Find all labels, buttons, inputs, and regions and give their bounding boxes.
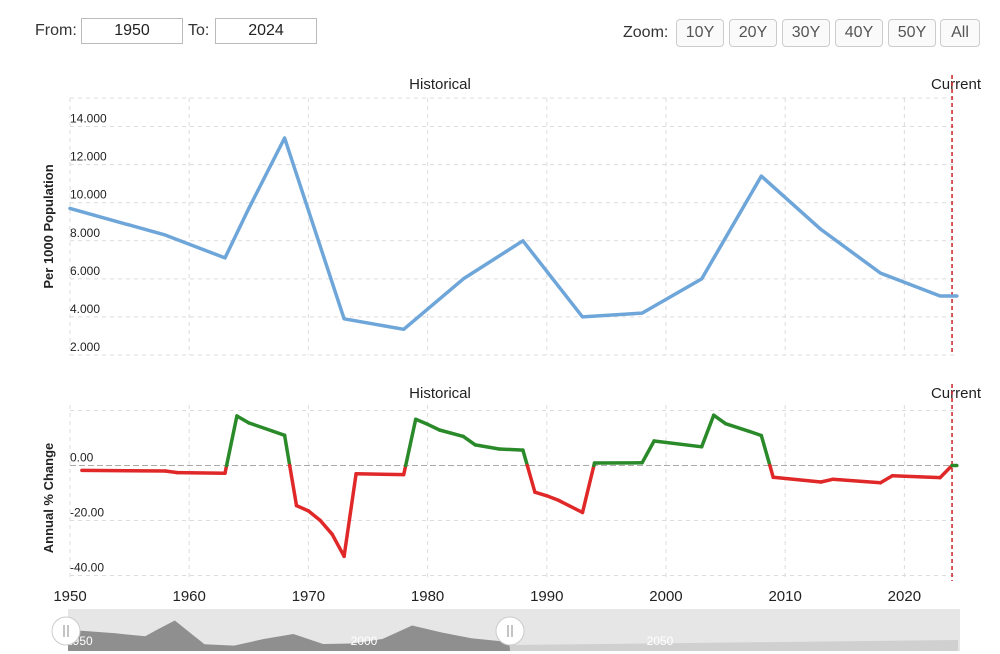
navigator-left-handle[interactable] bbox=[51, 616, 81, 646]
change-segment-negative bbox=[545, 494, 561, 503]
zoom-20y-button[interactable]: 20Y bbox=[729, 19, 777, 47]
change-segment-positive bbox=[235, 414, 251, 425]
historical-label-bottom: Historical bbox=[409, 385, 471, 402]
change-segment-positive bbox=[711, 413, 728, 426]
y-tick-label-top: 2.000 bbox=[70, 340, 100, 354]
zoom-50y-button[interactable]: 50Y bbox=[888, 19, 936, 47]
y-tick-label-bottom: 0.00 bbox=[70, 451, 94, 465]
change-segment-negative bbox=[342, 472, 358, 559]
x-tick-label: 2000 bbox=[649, 588, 682, 605]
y-tick-label-top: 8.000 bbox=[70, 226, 100, 240]
change-segment-negative bbox=[318, 518, 334, 537]
change-segment-negative bbox=[938, 463, 954, 480]
navigator-future-area bbox=[510, 640, 958, 651]
change-segment-negative bbox=[878, 473, 895, 485]
y-axis-title-bottom: Annual % Change bbox=[41, 443, 56, 554]
navigator-label: 2000 bbox=[351, 634, 378, 648]
change-segment-positive bbox=[640, 439, 656, 465]
change-segment-negative bbox=[819, 477, 835, 484]
grid-layer bbox=[69, 97, 958, 581]
historical-label-top: Historical bbox=[409, 76, 471, 93]
y-tick-label-top: 12.000 bbox=[70, 150, 107, 164]
series-layer bbox=[68, 136, 959, 559]
from-label: From: bbox=[35, 22, 77, 39]
change-segment-negative bbox=[768, 463, 775, 480]
y-tick-label-bottom: -20.00 bbox=[70, 506, 104, 520]
change-segment-negative bbox=[163, 469, 180, 475]
x-tick-label: 2010 bbox=[768, 588, 801, 605]
change-segment-positive bbox=[747, 429, 764, 438]
navigator-right-handle-knob bbox=[495, 616, 525, 646]
x-tick-label: 1950 bbox=[53, 588, 86, 605]
change-segment-positive bbox=[437, 428, 466, 439]
change-segment-positive bbox=[473, 443, 501, 451]
y-tick-label-bottom: -40.00 bbox=[70, 561, 104, 575]
navigator-right-handle[interactable] bbox=[495, 616, 525, 646]
change-segment-positive bbox=[247, 421, 275, 433]
change-segment-positive bbox=[413, 417, 430, 427]
zoom-label: Zoom: bbox=[623, 24, 669, 41]
change-segment-positive bbox=[282, 433, 292, 468]
change-segment-negative bbox=[80, 468, 168, 473]
to-label: To: bbox=[188, 22, 210, 39]
zoom-all-button[interactable]: All bbox=[940, 19, 980, 47]
y-tick-label-top: 14.000 bbox=[70, 112, 107, 126]
change-segment-positive bbox=[461, 434, 478, 447]
navigator-label: 2050 bbox=[647, 634, 674, 648]
x-tick-label: 1970 bbox=[292, 588, 325, 605]
change-segment-negative bbox=[580, 463, 596, 515]
change-segment-positive bbox=[759, 433, 772, 468]
change-segment-negative bbox=[354, 472, 406, 477]
change-segment-positive bbox=[652, 439, 704, 449]
zoom-40y-button[interactable]: 40Y bbox=[835, 19, 883, 47]
change-segment-positive bbox=[521, 448, 530, 468]
navigator[interactable]: 1950 2000 2050 bbox=[51, 609, 960, 651]
x-tick-label: 1960 bbox=[173, 588, 206, 605]
change-segment-positive bbox=[425, 422, 442, 432]
change-segment-negative bbox=[306, 509, 323, 523]
navigator-area bbox=[68, 620, 510, 651]
toolbar: From: To: Zoom: 10Y 20Y 30Y 40Y 50Y All bbox=[0, 0, 1000, 60]
change-segment-positive bbox=[699, 413, 716, 449]
change-segment-positive bbox=[403, 417, 418, 468]
y-axis-title-top: Per 1000 Population bbox=[41, 164, 56, 288]
rate-series-line bbox=[68, 136, 959, 332]
change-segment-negative bbox=[771, 475, 823, 484]
change-segment-negative bbox=[533, 490, 549, 498]
y-tick-label-top: 4.000 bbox=[70, 302, 100, 316]
change-segment-negative bbox=[831, 477, 883, 485]
chart-area: 2.000 4.000 6.000 8.000 10.000 12.000 14.000 -4… bbox=[41, 75, 982, 651]
zoom-30y-button[interactable]: 30Y bbox=[782, 19, 830, 47]
y-tick-label-top: 10.000 bbox=[70, 188, 107, 202]
change-segment-negative bbox=[330, 532, 346, 559]
x-tick-label: 1980 bbox=[411, 588, 444, 605]
change-segment-negative bbox=[556, 498, 585, 515]
axis-layer: 2.000 4.000 6.000 8.000 10.000 12.000 14.000 -4… bbox=[41, 75, 982, 605]
navigator-left-handle-knob bbox=[51, 616, 81, 646]
change-segment-negative bbox=[890, 473, 942, 480]
x-tick-label: 1990 bbox=[530, 588, 563, 605]
change-segment-positive bbox=[497, 447, 525, 452]
change-segment-positive bbox=[224, 414, 239, 468]
from-year-input[interactable] bbox=[81, 18, 183, 44]
zoom-10y-button[interactable]: 10Y bbox=[676, 19, 724, 47]
to-year-input[interactable] bbox=[215, 18, 317, 44]
current-label-top: Current bbox=[931, 76, 982, 93]
change-segment-negative bbox=[175, 470, 227, 475]
current-label-bottom: Current bbox=[931, 385, 982, 402]
change-segment-positive bbox=[270, 429, 287, 438]
y-tick-label-top: 6.000 bbox=[70, 264, 100, 278]
change-segment-negative bbox=[287, 463, 299, 508]
x-tick-label: 2020 bbox=[888, 588, 921, 605]
change-segment-positive bbox=[723, 421, 752, 434]
change-segment-negative bbox=[525, 463, 537, 494]
change-segment-negative bbox=[294, 503, 311, 513]
